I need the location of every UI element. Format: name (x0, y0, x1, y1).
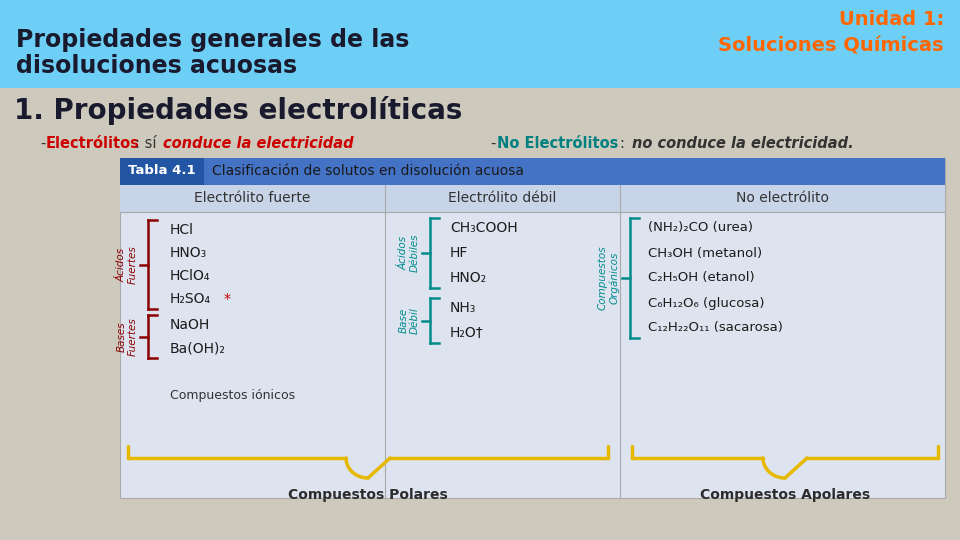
Text: Electrólito débil: Electrólito débil (448, 191, 557, 205)
Text: No electrólito: No electrólito (736, 191, 829, 205)
Text: no conduce la electricidad.: no conduce la electricidad. (632, 136, 853, 151)
Text: (NH₂)₂CO (urea): (NH₂)₂CO (urea) (648, 221, 753, 234)
Text: Ácidos
Débiles: Ácidos Débiles (398, 234, 420, 272)
Text: *: * (224, 292, 231, 306)
Text: Compuestos
Orgánicos: Compuestos Orgánicos (598, 246, 620, 310)
Text: H₂SO₄: H₂SO₄ (170, 292, 211, 306)
Text: Base
Débil: Base Débil (398, 307, 420, 334)
Text: Compuestos iónicos: Compuestos iónicos (170, 388, 295, 402)
Text: conduce la electricidad: conduce la electricidad (163, 136, 353, 151)
Text: Ba(OH)₂: Ba(OH)₂ (170, 341, 226, 355)
Bar (0, 88, 960, 540)
Text: -: - (40, 136, 45, 151)
Text: HF: HF (450, 246, 468, 260)
Text: Compuestos Apolares: Compuestos Apolares (700, 488, 870, 502)
Text: Electrólito fuerte: Electrólito fuerte (194, 191, 311, 205)
Text: No Electrólitos: No Electrólitos (497, 136, 618, 151)
Text: HClO₄: HClO₄ (170, 269, 210, 283)
Text: Soluciones Químicas: Soluciones Químicas (718, 36, 944, 55)
Bar (120, 158, 204, 185)
Text: -: - (490, 136, 495, 151)
Text: Ácidos
Fuertes: Ácidos Fuertes (116, 245, 138, 284)
Text: CH₃COOH: CH₃COOH (450, 221, 517, 235)
Text: Tabla 4.1: Tabla 4.1 (129, 165, 196, 178)
Text: : sí: : sí (135, 136, 161, 151)
Text: :: : (620, 136, 630, 151)
Text: C₆H₁₂O₆ (glucosa): C₆H₁₂O₆ (glucosa) (648, 296, 764, 309)
Text: Unidad 1:: Unidad 1: (839, 10, 944, 29)
Text: Propiedades generales de las: Propiedades generales de las (16, 28, 409, 52)
Text: C₂H₅OH (etanol): C₂H₅OH (etanol) (648, 272, 755, 285)
Text: H₂O†: H₂O† (450, 326, 484, 340)
Text: Electrólitos: Electrólitos (46, 136, 140, 151)
Text: NH₃: NH₃ (450, 301, 476, 315)
Bar (0, 0, 960, 88)
Bar (120, 185, 945, 212)
Text: Clasificación de solutos en disolución acuosa: Clasificación de solutos en disolución a… (212, 164, 524, 178)
Bar (120, 158, 945, 185)
Text: CH₃OH (metanol): CH₃OH (metanol) (648, 246, 762, 260)
Text: HCl: HCl (170, 223, 194, 237)
Text: Bases
Fuertes: Bases Fuertes (116, 317, 138, 356)
Text: HNO₃: HNO₃ (170, 246, 207, 260)
Text: 1. Propiedades electrolíticas: 1. Propiedades electrolíticas (14, 96, 463, 125)
Text: C₁₂H₂₂O₁₁ (sacarosa): C₁₂H₂₂O₁₁ (sacarosa) (648, 321, 782, 334)
Bar (120, 158, 945, 498)
Text: HNO₂: HNO₂ (450, 271, 487, 285)
Text: disoluciones acuosas: disoluciones acuosas (16, 54, 298, 78)
Text: Compuestos Polares: Compuestos Polares (288, 488, 448, 502)
Text: NaOH: NaOH (170, 318, 210, 332)
